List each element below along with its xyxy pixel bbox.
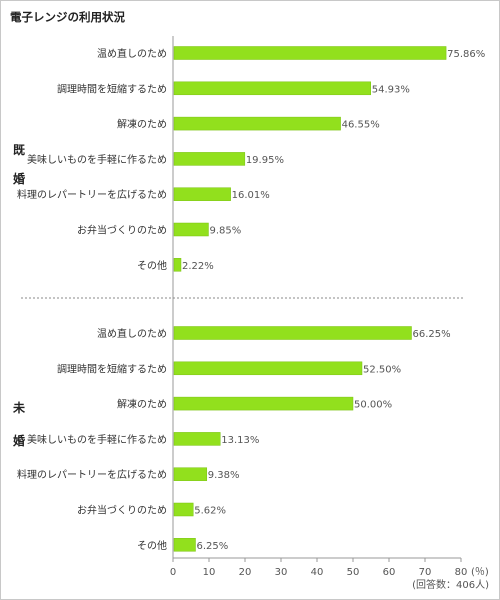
x-tick-label: 40 — [311, 567, 324, 578]
bar — [173, 152, 246, 166]
category-label: 調理時間を短縮するため — [57, 362, 167, 375]
bar — [173, 432, 221, 446]
value-label: 46.55% — [342, 120, 380, 131]
bar — [173, 538, 196, 552]
category-label: 美味しいものを手軽に作るため — [27, 433, 167, 446]
value-label: 13.13% — [221, 435, 259, 446]
value-label: 9.38% — [208, 470, 240, 481]
x-tick-label: 60 — [383, 567, 396, 578]
x-tick-label: 50 — [347, 567, 360, 578]
bar — [173, 361, 363, 376]
group-label-char: 婚 — [13, 433, 25, 448]
value-label: 19.95% — [246, 155, 284, 166]
bar — [173, 222, 209, 237]
bar — [173, 502, 194, 517]
chart-title: 電子レンジの利用状況 — [10, 10, 125, 24]
x-tick-label: 0 — [170, 567, 176, 578]
value-label: 6.25% — [197, 541, 229, 552]
x-tick-label: 30 — [275, 567, 288, 578]
value-label: 16.01% — [232, 190, 270, 201]
bar — [173, 187, 231, 201]
value-label: 9.85% — [209, 226, 241, 237]
value-label: 75.86% — [447, 49, 485, 60]
bar — [173, 46, 447, 60]
bar — [173, 396, 354, 411]
bar — [173, 81, 371, 96]
bar — [173, 258, 182, 272]
bar — [173, 467, 208, 481]
category-label: お弁当づくりのため — [77, 224, 167, 237]
respondents-note: (回答数：406人) — [412, 578, 489, 591]
category-label: 温め直しのため — [97, 47, 167, 60]
group-label-char: 未 — [12, 400, 25, 415]
x-tick-label: 20 — [239, 567, 252, 578]
bar — [173, 116, 341, 131]
category-label: 料理のレパートリーを広げるため — [17, 468, 167, 481]
value-label: 52.50% — [363, 364, 401, 375]
value-label: 2.22% — [182, 261, 214, 272]
category-label: 解凍のため — [117, 118, 167, 131]
value-label: 50.00% — [354, 400, 392, 411]
bar — [173, 326, 412, 340]
group-label-char: 婚 — [13, 171, 25, 186]
value-label: 66.25% — [413, 329, 451, 340]
value-label: 54.93% — [372, 84, 410, 95]
unit-label: (％) — [471, 567, 489, 578]
value-label: 5.62% — [194, 506, 226, 517]
category-label: 温め直しのため — [97, 327, 167, 340]
x-tick-label: 80 — [455, 567, 468, 578]
x-tick-label: 10 — [203, 567, 216, 578]
category-label: 解凍のため — [117, 398, 167, 411]
category-label: その他 — [137, 539, 167, 552]
category-label: 調理時間を短縮するため — [57, 82, 167, 95]
category-label: その他 — [137, 259, 167, 272]
group-label-char: 既 — [13, 143, 25, 157]
x-tick-label: 70 — [419, 567, 432, 578]
category-label: 美味しいものを手軽に作るため — [27, 153, 167, 166]
category-label: 料理のレパートリーを広げるため — [17, 188, 167, 201]
category-label: お弁当づくりのため — [77, 504, 167, 517]
